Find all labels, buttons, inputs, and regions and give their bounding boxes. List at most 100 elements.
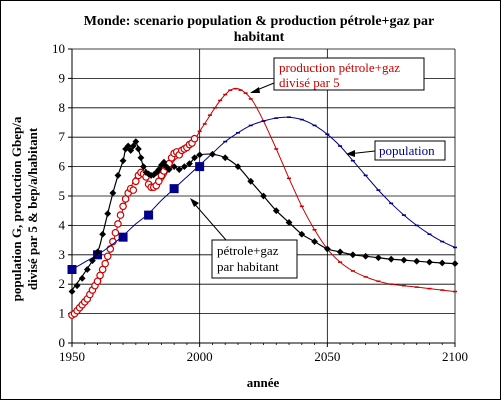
data-point-oil-gas-per-capita	[247, 177, 255, 185]
data-point-oil-gas-per-capita	[234, 163, 242, 170]
data-point-production	[116, 211, 125, 219]
data-point-oil-gas-per-capita	[119, 157, 127, 165]
data-point-oil-gas-per-capita	[209, 150, 216, 158]
data-point-oil-gas-per-capita	[104, 210, 112, 218]
y-tick-label: 2	[59, 276, 66, 291]
data-point-oil-gas-per-capita	[134, 145, 142, 153]
data-point-oil-gas-per-capita	[426, 258, 433, 266]
x-tick-label: 2000	[187, 349, 213, 364]
callout-production-line-1: production pétrole+gaz	[279, 60, 400, 75]
data-point-oil-gas-per-capita	[196, 151, 204, 159]
data-point-oil-gas-per-capita	[145, 170, 152, 178]
plot-area	[67, 87, 459, 319]
data-point-population	[169, 184, 179, 194]
data-point-production	[111, 228, 120, 237]
y-tick-label: 7	[59, 129, 66, 144]
y-tick-label: 6	[59, 159, 66, 174]
callout-percapita-line-2: par habitant	[217, 259, 279, 274]
data-point-oil-gas-per-capita	[180, 163, 188, 170]
data-point-oil-gas-per-capita	[165, 166, 173, 173]
data-point-oil-gas-per-capita	[137, 154, 145, 162]
data-point-oil-gas-per-capita	[152, 169, 160, 176]
x-tick-label: 1950	[59, 349, 85, 364]
data-point-oil-gas-per-capita	[451, 260, 459, 268]
y-axis-label-line-2: divisé par 5 & bep/a/habitant	[25, 127, 40, 290]
x-tick-label: 2050	[314, 349, 340, 364]
callout-population-line-1: population	[379, 143, 435, 158]
x-tick-label: 2100	[442, 349, 468, 364]
data-point-oil-gas-per-capita	[375, 254, 382, 262]
data-point-oil-gas-per-capita	[132, 138, 140, 146]
data-point-oil-gas-per-capita	[413, 257, 421, 265]
series-line-production	[71, 88, 456, 316]
callout-percapita-line-1: pétrole+gaz	[217, 243, 279, 258]
chart-title-line-1: Monde: scenario population & production …	[84, 14, 434, 29]
callout-percapita-arrow	[191, 200, 227, 241]
data-point-oil-gas-per-capita	[160, 158, 168, 166]
data-point-production	[129, 186, 138, 194]
data-point-oil-gas-per-capita	[157, 161, 165, 169]
data-point-oil-gas-per-capita	[362, 252, 370, 260]
data-point-oil-gas-per-capita	[175, 166, 183, 173]
data-point-oil-gas-per-capita	[142, 169, 150, 176]
data-point-production	[101, 259, 109, 268]
callouts: production pétrole+gaz divisé par 5 popu…	[190, 57, 446, 279]
data-point-oil-gas-per-capita	[170, 163, 178, 170]
data-point-oil-gas-per-capita	[89, 257, 96, 265]
data-point-oil-gas-per-capita	[127, 147, 135, 154]
data-point-oil-gas-per-capita	[285, 219, 293, 226]
data-point-oil-gas-per-capita	[122, 145, 130, 153]
data-point-production	[106, 245, 115, 253]
data-point-oil-gas-per-capita	[323, 245, 331, 253]
callout-percapita-box	[211, 239, 298, 279]
data-point-oil-gas-per-capita	[140, 163, 147, 170]
data-point-oil-gas-per-capita	[260, 192, 267, 200]
data-point-oil-gas-per-capita	[163, 163, 170, 170]
y-axis-label-line-1: population G, production Gbep/a	[9, 116, 24, 301]
x-axis-label: année	[247, 375, 280, 390]
y-tick-label: 10	[52, 41, 65, 56]
data-point-oil-gas-per-capita	[99, 230, 107, 238]
data-point-oil-gas-per-capita	[272, 207, 280, 215]
y-tick-label: 4	[59, 217, 66, 232]
callout-population-arrowhead	[346, 150, 355, 157]
data-point-oil-gas-per-capita	[191, 154, 198, 162]
data-point-oil-gas-per-capita	[221, 154, 229, 162]
data-point-population	[118, 232, 128, 242]
data-point-oil-gas-per-capita	[83, 266, 91, 273]
callout-production-arrowhead	[250, 87, 260, 93]
chart-title-line-2: habitant	[234, 30, 285, 45]
data-point-oil-gas-per-capita	[68, 288, 76, 295]
data-point-oil-gas-per-capita	[73, 282, 81, 290]
data-point-oil-gas-per-capita	[150, 171, 158, 179]
y-tick-label: 9	[59, 70, 66, 85]
data-point-oil-gas-per-capita	[438, 259, 446, 267]
y-tick-label: 5	[59, 188, 66, 203]
y-tick-label: 3	[59, 247, 66, 262]
data-point-production	[103, 252, 112, 261]
callout-production-line-2: divisé par 5	[279, 75, 340, 90]
data-point-oil-gas-per-capita	[336, 248, 344, 256]
y-tick-label: 1	[59, 306, 66, 321]
data-point-oil-gas-per-capita	[186, 160, 193, 168]
data-point-oil-gas-per-capita	[311, 238, 318, 245]
data-point-oil-gas-per-capita	[349, 251, 357, 259]
tick-labels: 0 1 2 3 4 5 6 7 8 9 10 1950 2000 2050 2100	[52, 41, 468, 364]
data-point-oil-gas-per-capita	[109, 189, 117, 197]
callout-population-box	[374, 140, 446, 161]
data-point-oil-gas-per-capita	[78, 274, 86, 282]
data-point-oil-gas-per-capita	[124, 142, 132, 150]
data-point-oil-gas-per-capita	[298, 230, 306, 238]
data-point-production	[119, 202, 127, 211]
data-point-production	[114, 220, 122, 228]
data-point-population	[67, 265, 77, 274]
data-point-oil-gas-per-capita	[155, 166, 163, 173]
data-point-production	[190, 134, 199, 143]
data-point-oil-gas-per-capita	[400, 256, 408, 264]
data-point-oil-gas-per-capita	[387, 255, 395, 263]
callout-percapita-arrowhead	[190, 198, 199, 207]
data-point-population	[195, 162, 205, 172]
callout-production-box	[273, 57, 425, 91]
